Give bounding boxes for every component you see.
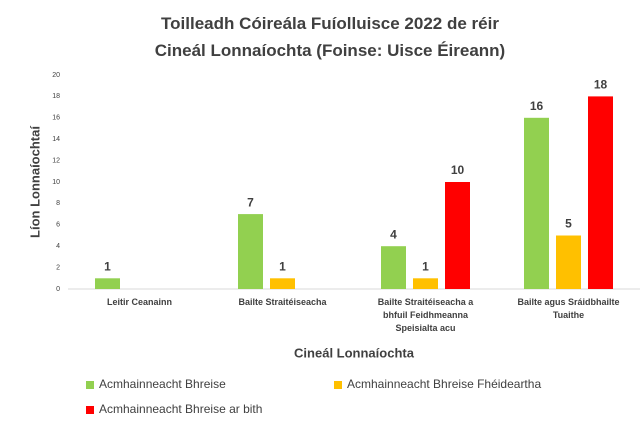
chart-title: Toilleadh Cóireála Fuíolluisce 2022 de r…	[155, 14, 505, 60]
x-tick-label: Leitir Ceanainn	[107, 297, 172, 307]
legend-swatch	[86, 406, 94, 414]
data-label: 1	[279, 259, 286, 273]
y-tick-label: 0	[56, 286, 60, 293]
y-tick-label: 16	[52, 115, 60, 122]
legend-swatch	[334, 381, 342, 389]
y-tick-label: 2	[56, 264, 60, 271]
data-label: 4	[390, 227, 397, 241]
x-tick-label: Bailte agus Sráidbhailte Tuaithe	[517, 297, 619, 320]
legend-label: Acmhainneacht Bhreise	[99, 377, 226, 391]
y-tick-label: 18	[52, 93, 60, 100]
data-label: 18	[594, 78, 608, 92]
y-tick-label: 4	[56, 243, 60, 250]
y-tick-label: 20	[52, 72, 60, 79]
data-label: 10	[451, 163, 465, 177]
bar	[524, 117, 549, 289]
data-label: 7	[247, 195, 254, 209]
legend-label: Acmhainneacht Bhreise ar bith	[99, 402, 262, 416]
bar	[445, 182, 470, 289]
bar	[413, 278, 438, 289]
bar	[556, 235, 581, 289]
data-label: 1	[422, 259, 429, 273]
legend-swatch	[86, 381, 94, 389]
bar	[381, 246, 406, 289]
y-tick-label: 8	[56, 200, 60, 207]
bar	[270, 278, 295, 289]
bar	[588, 96, 613, 290]
x-tick-label: Bailte Straitéiseacha	[238, 297, 327, 307]
y-axis-label: Líon Lonnaíochtaí	[27, 126, 42, 238]
data-label: 1	[104, 259, 111, 273]
legend-label: Acmhainneacht Bhreise Fhéideartha	[347, 377, 541, 391]
x-axis-label: Cineál Lonnaíochta	[294, 345, 415, 360]
y-tick-label: 12	[52, 157, 60, 164]
data-label: 5	[565, 217, 572, 231]
y-tick-label: 6	[56, 222, 60, 229]
x-tick-label: Bailte Straitéiseacha a bhfuil Feidhmeann…	[378, 297, 475, 333]
bar	[95, 278, 120, 289]
y-tick-label: 14	[52, 136, 60, 143]
data-label: 16	[530, 99, 544, 113]
bar	[238, 214, 263, 289]
y-tick-label: 10	[52, 179, 60, 186]
